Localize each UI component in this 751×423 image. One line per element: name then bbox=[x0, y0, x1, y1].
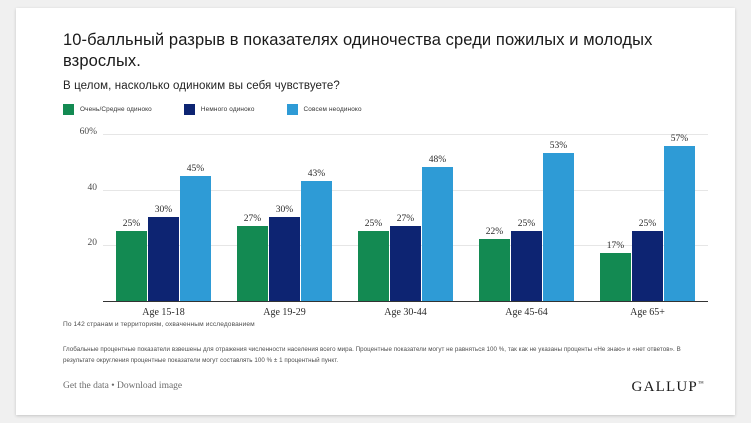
bar[interactable] bbox=[301, 181, 332, 301]
bar-column[interactable]: 43% bbox=[301, 134, 332, 301]
get-the-data-link[interactable]: Get the data bbox=[63, 381, 109, 391]
bar-group: 25% 27% 48% Age 30-44 bbox=[345, 134, 466, 318]
bar-group: 25% 30% 45% Age 15-18 bbox=[103, 134, 224, 318]
link-separator: • bbox=[111, 381, 115, 391]
gallup-wordmark: GALLUP bbox=[631, 379, 698, 395]
bar-column[interactable]: 25% bbox=[116, 134, 147, 301]
y-axis-tick-label: 20 bbox=[87, 238, 98, 248]
bar-column[interactable]: 27% bbox=[390, 134, 421, 301]
legend-item[interactable]: Немного одиноко bbox=[183, 103, 255, 115]
bar-value-label: 53% bbox=[549, 141, 568, 152]
legend-item-label: Немного одиноко bbox=[200, 105, 255, 113]
bar[interactable] bbox=[269, 217, 300, 301]
legend-item[interactable]: Совсем неодиноко bbox=[286, 103, 362, 115]
bar-group: 27% 30% 43% Age 19-29 bbox=[224, 134, 345, 318]
bar[interactable] bbox=[358, 231, 389, 301]
bar[interactable] bbox=[180, 175, 211, 301]
y-axis-tick-label: 60% bbox=[79, 127, 97, 137]
footer-links: Get the data • Download image bbox=[63, 381, 182, 391]
bar-column[interactable]: 45% bbox=[180, 134, 211, 301]
bar-column[interactable]: 25% bbox=[358, 134, 389, 301]
gridline bbox=[103, 134, 708, 135]
bar-value-label: 45% bbox=[186, 163, 205, 174]
chart-plot-area: 20 40 60% 25% 30% 45% Age 15-18 27% 30% 43% Age 1… bbox=[63, 127, 708, 318]
x-axis-category-label: Age 30-44 bbox=[384, 306, 427, 318]
bar-column[interactable]: 25% bbox=[632, 134, 663, 301]
bar[interactable] bbox=[237, 225, 268, 301]
bar[interactable] bbox=[511, 231, 542, 301]
bar-value-label: 30% bbox=[275, 205, 294, 216]
bar[interactable] bbox=[390, 225, 421, 301]
bar-groups: 25% 30% 45% Age 15-18 27% 30% 43% Age 19-29 25% 2… bbox=[103, 134, 708, 318]
bar-column[interactable]: 30% bbox=[148, 134, 179, 301]
bar-value-label: 25% bbox=[517, 219, 536, 230]
bar[interactable] bbox=[632, 231, 663, 301]
bar-value-label: 27% bbox=[243, 213, 262, 224]
gridline bbox=[103, 189, 708, 191]
page-title: 10-балльный разрыв в показателях одиноче… bbox=[63, 31, 653, 70]
bar-column[interactable]: 53% bbox=[543, 134, 574, 301]
bar-value-label: 48% bbox=[428, 155, 447, 166]
bar[interactable] bbox=[664, 146, 695, 301]
bar-value-label: 57% bbox=[670, 134, 689, 144]
chart-legend: Очень/Средне одиноко Немного одиноко Совсе… bbox=[63, 102, 394, 116]
legend-item[interactable]: Очень/Средне одиноко bbox=[63, 103, 152, 115]
legend-swatch-icon bbox=[63, 103, 74, 115]
x-axis-category-label: Age 19-29 bbox=[263, 306, 306, 318]
bar[interactable] bbox=[600, 253, 631, 301]
download-image-link[interactable]: Download image bbox=[116, 381, 183, 391]
chart-card: 10-балльный разрыв в показателях одиноче… bbox=[16, 8, 735, 415]
bar-value-label: 27% bbox=[396, 213, 415, 224]
x-axis-category-label: Age 15-18 bbox=[142, 306, 185, 318]
bar[interactable] bbox=[148, 217, 179, 301]
bar-column[interactable]: 25% bbox=[511, 134, 542, 301]
bar-value-label: 17% bbox=[606, 241, 625, 252]
gallup-logo: GALLUP™ bbox=[632, 379, 705, 396]
x-axis-category-label: Age 65+ bbox=[630, 306, 665, 318]
bar[interactable] bbox=[479, 239, 510, 301]
bar-group: 17% 25% 57% Age 65+ bbox=[587, 134, 708, 318]
bar-value-label: 25% bbox=[364, 219, 383, 230]
bar-value-label: 22% bbox=[485, 227, 504, 238]
legend-item-label: Совсем неодиноко bbox=[303, 105, 362, 113]
bar-column[interactable]: 27% bbox=[237, 134, 268, 301]
bar-column[interactable]: 57% bbox=[664, 134, 695, 301]
y-axis-tick-label: 40 bbox=[87, 182, 98, 193]
bar-column[interactable]: 48% bbox=[422, 134, 453, 301]
legend-item-label: Очень/Средне одиноко bbox=[80, 105, 152, 113]
bar-column[interactable]: 17% bbox=[600, 134, 631, 301]
bar[interactable] bbox=[116, 231, 147, 301]
bar[interactable] bbox=[422, 167, 453, 301]
source-note: По 142 странам и территориям, охваченным… bbox=[63, 321, 255, 328]
bar[interactable] bbox=[543, 153, 574, 301]
legend-swatch-icon bbox=[286, 103, 298, 115]
bar-group: 22% 25% 53% Age 45-64 bbox=[466, 134, 587, 318]
bar-column[interactable]: 22% bbox=[479, 134, 510, 301]
bar-value-label: 30% bbox=[154, 205, 173, 216]
disclaimer-note: Глобальные процентные показатели взвешен… bbox=[63, 346, 681, 364]
x-axis-category-label: Age 45-64 bbox=[505, 306, 548, 318]
bar-column[interactable]: 30% bbox=[269, 134, 300, 301]
legend-swatch-icon bbox=[183, 103, 195, 115]
bar-value-label: 25% bbox=[122, 219, 141, 230]
axis-baseline bbox=[103, 300, 708, 302]
bar-value-label: 25% bbox=[638, 219, 657, 230]
trademark-symbol: ™ bbox=[697, 381, 705, 387]
chart-subtitle: В целом, насколько одиноким вы себя чувс… bbox=[63, 80, 340, 92]
bar-value-label: 43% bbox=[307, 169, 326, 180]
